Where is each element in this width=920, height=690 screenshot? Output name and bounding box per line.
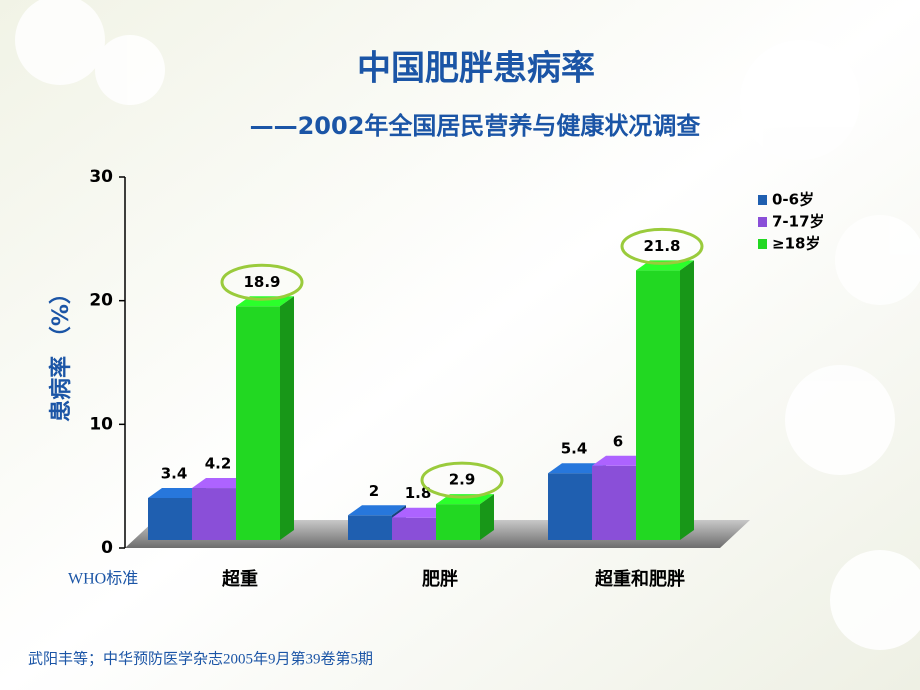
bar-side xyxy=(280,296,294,540)
data-label: 4.2 xyxy=(205,455,232,473)
bar xyxy=(636,260,694,540)
bar-front xyxy=(436,504,480,540)
x-tick-label: 超重和肥胖 xyxy=(595,568,685,590)
highlight-ellipse xyxy=(620,227,704,265)
data-label: 2.9 xyxy=(449,471,476,489)
annotation: WHO标准 xyxy=(68,570,138,588)
bar-top xyxy=(592,455,650,466)
data-label: 18.9 xyxy=(243,273,280,291)
data-label: 1.8 xyxy=(405,484,432,502)
data-label: 5.4 xyxy=(561,440,588,458)
bar-top xyxy=(192,478,250,489)
legend-label: ≥18岁 xyxy=(772,235,820,253)
data-label: 2 xyxy=(369,482,379,500)
bar xyxy=(436,494,494,540)
bar-front xyxy=(548,473,592,540)
data-label: 3.4 xyxy=(161,464,188,482)
y-tick-label: 10 xyxy=(89,414,113,434)
bar-front xyxy=(592,465,636,540)
legend-swatch xyxy=(758,195,767,205)
y-tick-label: 30 xyxy=(89,167,113,187)
bar-top xyxy=(548,463,606,474)
data-label: 6 xyxy=(613,432,623,450)
bar-side xyxy=(680,260,694,540)
y-tick-label: 20 xyxy=(89,291,113,311)
footnote: 武阳丰等；中华预防医学杂志2005年9月第39卷第5期 xyxy=(28,649,373,667)
x-tick-label: 超重 xyxy=(222,568,258,590)
legend-label: 7-17岁 xyxy=(772,213,825,231)
bar-front xyxy=(636,270,680,540)
bar-front xyxy=(392,517,436,540)
y-tick-label: 0 xyxy=(101,538,113,558)
bar-front xyxy=(236,306,280,540)
legend-label: 0-6岁 xyxy=(772,191,814,209)
highlight-ellipse xyxy=(220,263,304,301)
legend-swatch xyxy=(758,239,767,249)
bar-front xyxy=(192,488,236,540)
bar xyxy=(236,296,294,540)
x-tick-label: 肥胖 xyxy=(421,568,458,590)
bar-side xyxy=(480,494,494,540)
bar-front xyxy=(148,497,192,540)
bar-top xyxy=(348,505,406,516)
bar-top xyxy=(148,487,206,498)
y-axis-label: 患病率 （%） xyxy=(48,282,74,422)
subtitle: ——2002年全国居民营养与健康状况调查 xyxy=(250,112,701,140)
title: 中国肥胖患病率 xyxy=(357,49,595,89)
bar-front xyxy=(348,515,392,540)
decoration xyxy=(15,0,920,650)
legend-swatch xyxy=(758,217,767,227)
bar-top xyxy=(392,507,450,518)
highlight-ellipse xyxy=(420,461,504,499)
data-label: 21.8 xyxy=(643,237,680,255)
